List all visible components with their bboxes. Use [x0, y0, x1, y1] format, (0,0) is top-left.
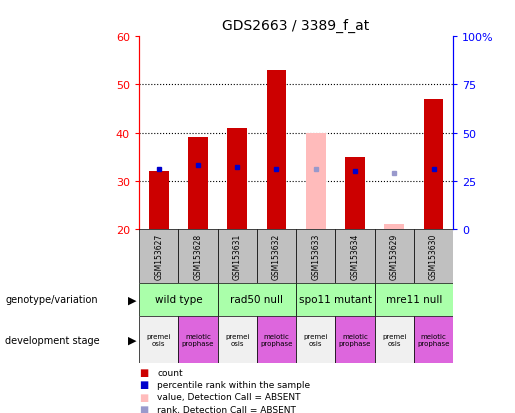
- Text: count: count: [157, 368, 183, 377]
- Bar: [188, 138, 208, 229]
- Bar: [375, 229, 414, 283]
- Text: genotype/variation: genotype/variation: [5, 294, 98, 304]
- Bar: [375, 316, 414, 363]
- Text: rank, Detection Call = ABSENT: rank, Detection Call = ABSENT: [157, 405, 296, 413]
- Text: ▶: ▶: [128, 335, 136, 345]
- Bar: [267, 71, 286, 229]
- Bar: [385, 224, 404, 229]
- Text: premei
osis: premei osis: [303, 333, 328, 346]
- Text: meiotic
prophase: meiotic prophase: [182, 333, 214, 346]
- Bar: [178, 316, 218, 363]
- Bar: [228, 128, 247, 229]
- Bar: [335, 229, 375, 283]
- Text: premei
osis: premei osis: [382, 333, 406, 346]
- Bar: [424, 100, 443, 229]
- Text: ▶: ▶: [128, 294, 136, 304]
- Text: premei
osis: premei osis: [146, 333, 171, 346]
- Text: wild type: wild type: [154, 294, 202, 304]
- Title: GDS2663 / 3389_f_at: GDS2663 / 3389_f_at: [222, 19, 370, 33]
- Bar: [345, 157, 365, 229]
- Bar: [375, 283, 453, 316]
- Text: GSM153629: GSM153629: [390, 233, 399, 279]
- Text: rad50 null: rad50 null: [230, 294, 283, 304]
- Bar: [217, 316, 257, 363]
- Bar: [149, 172, 168, 229]
- Bar: [414, 229, 453, 283]
- Text: value, Detection Call = ABSENT: value, Detection Call = ABSENT: [157, 392, 301, 401]
- Text: percentile rank within the sample: percentile rank within the sample: [157, 380, 310, 389]
- Bar: [139, 316, 178, 363]
- Text: GSM153634: GSM153634: [351, 233, 359, 279]
- Text: development stage: development stage: [5, 335, 100, 345]
- Text: GSM153628: GSM153628: [194, 233, 202, 279]
- Text: GSM153627: GSM153627: [154, 233, 163, 279]
- Text: ■: ■: [139, 392, 148, 402]
- Text: spo11 mutant: spo11 mutant: [299, 294, 372, 304]
- Bar: [306, 133, 325, 229]
- Bar: [257, 229, 296, 283]
- Text: ■: ■: [139, 404, 148, 413]
- Bar: [139, 283, 217, 316]
- Bar: [257, 316, 296, 363]
- Text: ■: ■: [139, 380, 148, 389]
- Bar: [139, 229, 178, 283]
- Bar: [335, 316, 375, 363]
- Bar: [178, 229, 218, 283]
- Bar: [217, 283, 296, 316]
- Text: meiotic
prophase: meiotic prophase: [417, 333, 450, 346]
- Text: mre11 null: mre11 null: [386, 294, 442, 304]
- Text: GSM153631: GSM153631: [233, 233, 242, 279]
- Bar: [217, 229, 257, 283]
- Text: premei
osis: premei osis: [225, 333, 249, 346]
- Text: ■: ■: [139, 367, 148, 377]
- Text: meiotic
prophase: meiotic prophase: [260, 333, 293, 346]
- Text: meiotic
prophase: meiotic prophase: [339, 333, 371, 346]
- Bar: [414, 316, 453, 363]
- Bar: [296, 229, 335, 283]
- Bar: [296, 283, 375, 316]
- Text: GSM153633: GSM153633: [311, 233, 320, 279]
- Text: GSM153630: GSM153630: [429, 233, 438, 279]
- Text: GSM153632: GSM153632: [272, 233, 281, 279]
- Bar: [296, 316, 335, 363]
